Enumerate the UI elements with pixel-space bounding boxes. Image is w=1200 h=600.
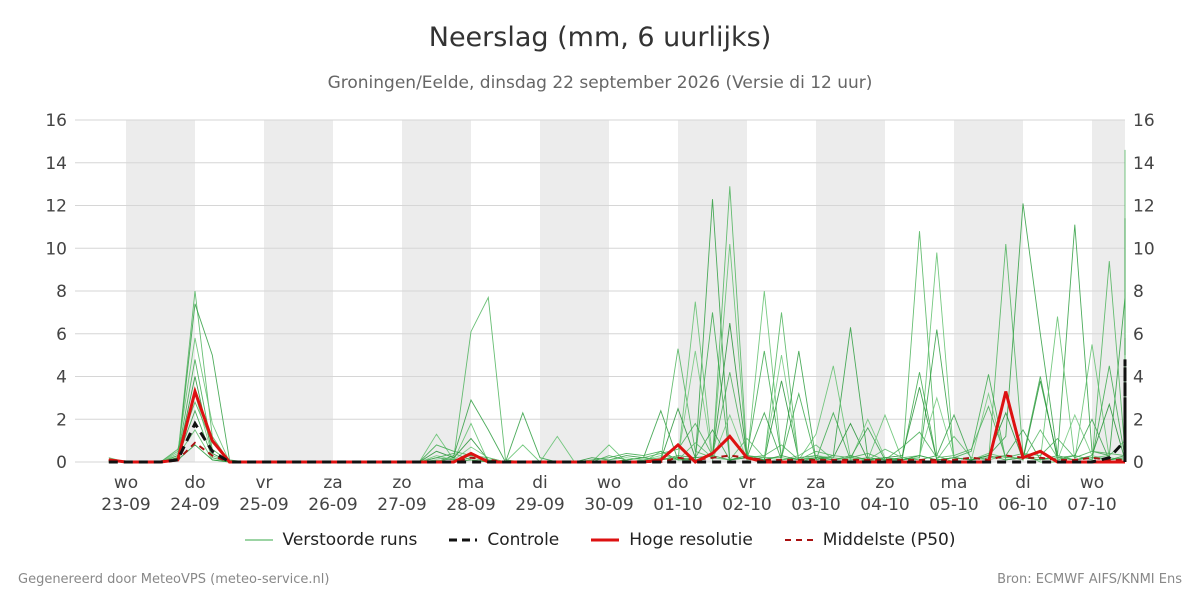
x-tick-day-3: za — [323, 473, 342, 493]
legend-label-hoge-resolutie: Hoge resolutie — [629, 530, 753, 550]
footer-source: Bron: ECMWF AIFS/KNMI Ens — [997, 572, 1182, 587]
y-tick-left-0: 0 — [56, 453, 67, 473]
x-tick-day-0: wo — [114, 473, 138, 493]
legend-swatch-hoge-resolutie — [591, 538, 620, 542]
x-tick-date-8: 01-10 — [653, 495, 702, 515]
x-tick-date-4: 27-09 — [377, 495, 426, 515]
y-tick-right-8: 8 — [1133, 282, 1144, 302]
x-tick-date-13: 06-10 — [998, 495, 1047, 515]
x-tick-date-2: 25-09 — [239, 495, 288, 515]
x-tick-date-3: 26-09 — [308, 495, 357, 515]
y-tick-right-4: 4 — [1133, 368, 1144, 388]
y-tick-right-16: 16 — [1133, 111, 1155, 131]
y-tick-right-2: 2 — [1133, 410, 1144, 430]
legend-item-verstoorde-runs: Verstoorde runs — [244, 530, 418, 550]
x-tick-day-11: zo — [875, 473, 894, 493]
footer-credit: Gegenereerd door MeteoVPS (meteo-service… — [18, 572, 330, 587]
legend-item-p50: Middelste (P50) — [784, 530, 956, 550]
x-tick-day-12: ma — [941, 473, 968, 493]
x-tick-day-6: di — [532, 473, 548, 493]
x-tick-day-9: vr — [738, 473, 755, 493]
x-tick-day-5: ma — [458, 473, 485, 493]
legend-swatch-verstoorde-runs — [244, 539, 273, 541]
legend-item-controle: Controle — [449, 530, 559, 550]
y-tick-left-14: 14 — [45, 154, 67, 174]
x-tick-date-14: 07-10 — [1067, 495, 1116, 515]
legend-label-verstoorde-runs: Verstoorde runs — [282, 530, 418, 550]
x-tick-day-8: do — [667, 473, 688, 493]
legend-item-hoge-resolutie: Hoge resolutie — [591, 530, 753, 550]
y-tick-left-12: 12 — [45, 197, 67, 217]
x-tick-day-1: do — [184, 473, 205, 493]
x-tick-day-10: za — [806, 473, 825, 493]
legend-label-controle: Controle — [487, 530, 560, 550]
x-tick-day-2: vr — [255, 473, 272, 493]
x-tick-date-10: 03-10 — [791, 495, 840, 515]
y-tick-right-0: 0 — [1133, 453, 1144, 473]
y-tick-left-10: 10 — [45, 239, 67, 259]
legend-swatch-p50 — [784, 539, 813, 541]
x-tick-date-6: 29-09 — [515, 495, 564, 515]
x-tick-day-7: wo — [597, 473, 621, 493]
x-tick-date-11: 04-10 — [860, 495, 909, 515]
x-tick-date-9: 02-10 — [722, 495, 771, 515]
x-tick-day-13: di — [1015, 473, 1031, 493]
chart-legend: Verstoorde runs Controle Hoge resolutie … — [0, 530, 1200, 550]
chart-subtitle: Groningen/Eelde, dinsdag 22 september 20… — [327, 73, 873, 93]
y-tick-left-4: 4 — [56, 368, 67, 388]
x-tick-date-5: 28-09 — [446, 495, 495, 515]
y-tick-left-8: 8 — [56, 282, 67, 302]
x-tick-day-4: zo — [392, 473, 411, 493]
legend-swatch-controle — [449, 538, 478, 542]
y-tick-right-10: 10 — [1133, 239, 1155, 259]
controle-line — [108, 359, 1127, 464]
y-tick-right-14: 14 — [1133, 154, 1155, 174]
x-tick-date-7: 30-09 — [584, 495, 633, 515]
y-tick-left-2: 2 — [56, 410, 67, 430]
y-tick-right-12: 12 — [1133, 197, 1155, 217]
y-tick-right-6: 6 — [1133, 325, 1144, 345]
x-tick-day-14: wo — [1080, 473, 1104, 493]
x-tick-date-1: 24-09 — [170, 495, 219, 515]
x-tick-date-12: 05-10 — [929, 495, 978, 515]
legend-label-p50: Middelste (P50) — [822, 530, 956, 550]
chart-title: Neerslag (mm, 6 uurlijks) — [428, 22, 772, 53]
x-tick-date-0: 23-09 — [101, 495, 150, 515]
y-tick-left-6: 6 — [56, 325, 67, 345]
y-tick-left-16: 16 — [45, 111, 67, 131]
